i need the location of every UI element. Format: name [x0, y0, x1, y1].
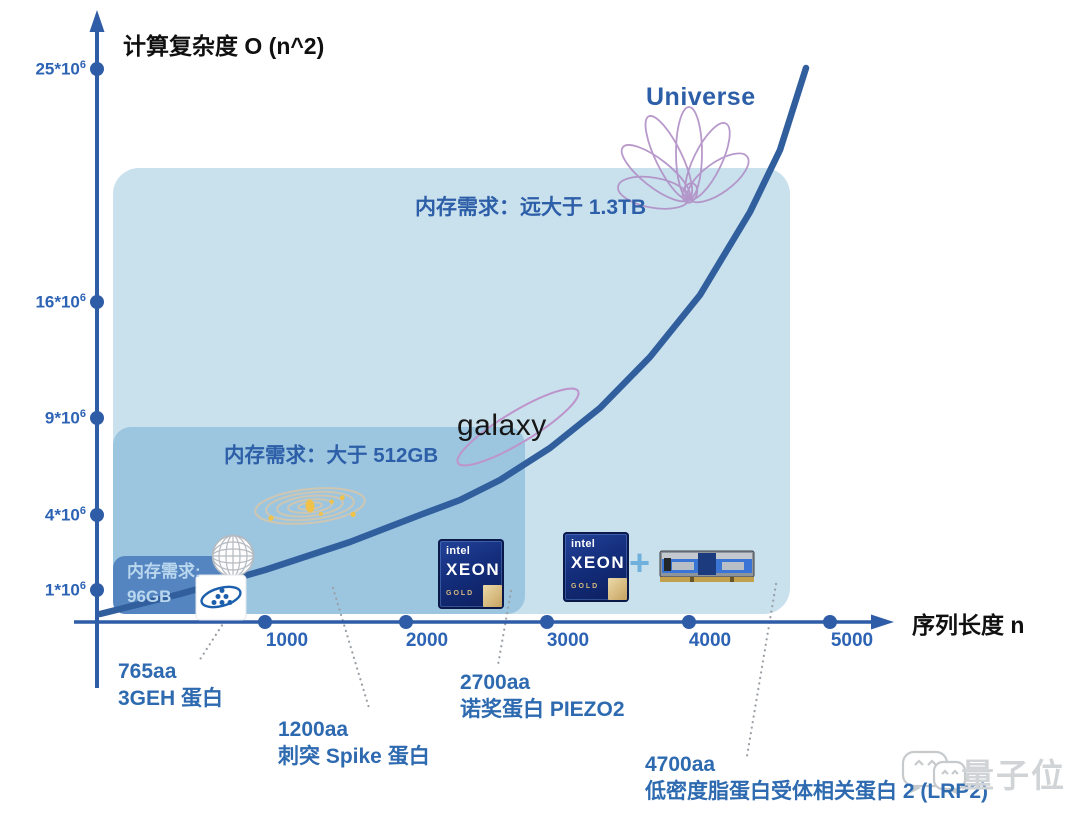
y-tick-exponent: 6 — [79, 408, 86, 420]
y-axis-title: 计算复杂度 O (n^2) — [123, 33, 325, 59]
universe-label: Universe — [646, 83, 756, 111]
memory-zone-large-label: 内存需求：远大于 1.3TB — [415, 196, 647, 219]
annotation-2700aa: 2700aa 诺奖蛋白 PIEZO2 — [460, 669, 625, 723]
intel-xeon-gold-badge: intel XEON GOLD — [563, 532, 629, 602]
plus-sign: + — [629, 542, 651, 583]
xeon-text: XEON — [571, 553, 626, 572]
y-tick-exponent: 6 — [79, 580, 86, 592]
y-tick-label: 25*106 — [16, 59, 86, 80]
annotation-protein-name: 诺奖蛋白 PIEZO2 — [460, 698, 625, 721]
connector-dotted-line — [331, 586, 371, 710]
annotation-protein-name: 3GEH 蛋白 — [118, 687, 224, 710]
memory-zone-small-label-line2: 96GB — [127, 587, 172, 606]
y-tick-label: 1*106 — [16, 580, 86, 601]
gold-text: GOLD — [446, 590, 475, 597]
y-tick-exponent: 6 — [79, 59, 86, 71]
protein-molecule-icon — [195, 574, 247, 621]
y-tick-label: 9*106 — [16, 408, 86, 429]
x-tick-label: 4000 — [688, 630, 732, 651]
annotation-size: 1200aa — [278, 718, 349, 741]
memory-zone-medium-label: 内存需求：大于 512GB — [224, 444, 439, 467]
intel-logo-text: intel — [446, 545, 471, 557]
annotation-protein-name: 低密度脂蛋白受体相关蛋白 2 (LRP2) — [645, 780, 989, 803]
y-tick-exponent: 6 — [79, 505, 86, 517]
complexity-curve — [96, 64, 810, 618]
x-axis-arrow — [871, 614, 894, 630]
x-tick-label: 5000 — [830, 630, 874, 651]
memory-zone-small-label-line1: 内存需求: — [127, 562, 201, 581]
globe-icon — [211, 534, 255, 578]
y-tick-base: 4*10 — [44, 505, 80, 525]
gold-text: GOLD — [571, 583, 600, 590]
gold-corner-square — [483, 585, 502, 607]
connector-dotted-line — [197, 614, 230, 663]
wechat-icon — [901, 750, 967, 795]
galaxy-ellipse-doodle — [456, 387, 580, 467]
memory-zone-small-label: 内存需求: 96GB — [127, 559, 201, 609]
galaxy-label: galaxy — [457, 409, 547, 442]
intel-xeon-gold-badge: intel XEON GOLD — [438, 539, 504, 609]
annotation-protein-name: 刺突 Spike 蛋白 — [278, 745, 430, 768]
annotation-size: 2700aa — [460, 671, 531, 694]
y-axis — [89, 10, 105, 688]
x-tick-label: 3000 — [546, 630, 590, 651]
ram-module-icon — [659, 550, 755, 582]
x-axis — [74, 614, 894, 630]
annotation-size: 4700aa — [645, 753, 716, 776]
intel-logo-text: intel — [571, 538, 596, 550]
x-tick-label: 2000 — [405, 630, 449, 651]
x-tick-label: 1000 — [265, 630, 309, 651]
y-tick-label: 16*106 — [16, 292, 86, 313]
y-tick-base: 9*10 — [44, 408, 80, 428]
annotation-4700aa: 4700aa 低密度脂蛋白受体相关蛋白 2 (LRP2) — [645, 751, 988, 805]
gold-corner-square — [608, 578, 627, 600]
y-tick-base: 1*10 — [44, 580, 80, 600]
annotation-size: 765aa — [118, 660, 177, 683]
annotation-connector-lines — [197, 582, 778, 758]
annotation-765aa: 765aa 3GEH 蛋白 — [118, 658, 223, 712]
annotation-1200aa: 1200aa 刺突 Spike 蛋白 — [278, 716, 430, 770]
qbitai-watermark-text: 量子位 — [961, 757, 1066, 794]
y-tick-base: 25*10 — [35, 59, 80, 79]
xeon-text: XEON — [446, 560, 501, 579]
connector-dotted-line — [496, 589, 513, 667]
y-tick-label: 4*106 — [16, 505, 86, 526]
universe-flower-doodle — [617, 106, 750, 210]
x-axis-title: 序列长度 n — [912, 612, 1025, 638]
y-axis-arrow — [89, 10, 105, 32]
solar-system-doodle — [254, 487, 366, 525]
y-tick-base: 16*10 — [35, 292, 80, 312]
y-tick-exponent: 6 — [79, 292, 86, 304]
connector-dotted-line — [745, 582, 778, 758]
